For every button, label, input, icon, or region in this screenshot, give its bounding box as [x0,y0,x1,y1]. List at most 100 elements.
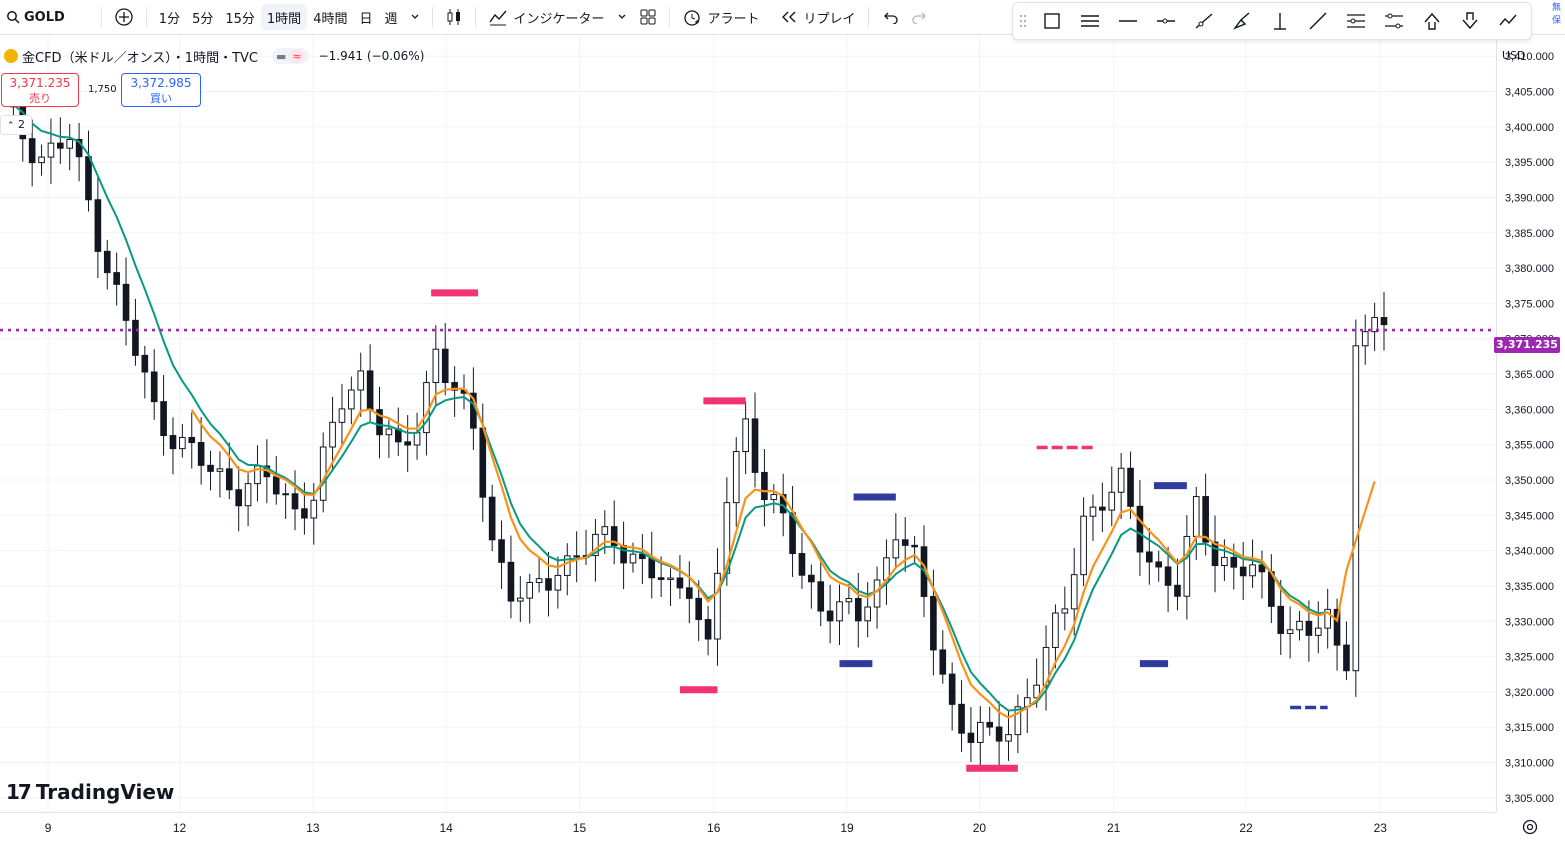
horizontal-line-tool[interactable] [1109,4,1147,38]
candle-body [150,371,158,403]
indicators-button[interactable]: インジケーター [482,4,611,30]
gold-symbol-icon [4,49,18,63]
candle-body [413,432,421,446]
candle-body [845,598,853,603]
undo-button[interactable] [875,4,905,30]
vertical-line-tool[interactable] [1261,4,1299,38]
settings-gear-icon[interactable] [1520,817,1540,837]
price-range-tool[interactable] [1375,4,1413,38]
candle-body [639,553,646,560]
candle-body [573,555,580,558]
indicators-label: インジケーター [513,11,605,27]
time-axis[interactable]: 9 12 13 14 15 16 19 20 21 22 23 [0,812,1496,844]
redo-icon [911,12,926,24]
candle-body [1005,734,1012,742]
account-corner[interactable]: 無保 [1552,3,1562,26]
candle-body [272,476,280,495]
collapse-legend-button[interactable]: ⌃ 2 [0,115,32,135]
compare-button[interactable] [108,4,140,30]
candle-body [610,526,618,547]
alarm-clock-icon [683,10,700,26]
legend-title[interactable]: 金CFD（米ドル／オンス）・1時間・TVC [22,50,258,66]
candle-body [57,142,64,149]
replay-button[interactable]: リプレイ [774,4,862,30]
layouts-button[interactable] [633,4,663,30]
candle [235,466,243,532]
arrow-down-tool[interactable] [1451,4,1489,38]
chart-legend: 金CFD（米ドル／オンス）・1時間・TVC ▬ ≈ −1.941 (−0.06%… [0,44,424,68]
candle [432,325,440,407]
legend-pill[interactable]: ▬ ≈ [272,48,309,64]
candle-body [207,464,214,472]
price-tick-label: 3,310.000 [1505,758,1554,770]
indicators-dropdown[interactable] [611,4,633,30]
candle [413,412,421,460]
chevron-down-icon [411,14,418,19]
interval-dropdown[interactable] [404,4,426,30]
interval-1h[interactable]: 1時間 [260,4,308,30]
candle-body [714,572,721,640]
undo-icon [883,12,898,24]
candle-body [1221,556,1228,567]
candle-body [94,199,102,252]
redo-button[interactable] [905,4,935,30]
path-tool[interactable] [1489,4,1527,38]
candle [1268,554,1275,623]
candle [1202,473,1209,556]
candle-body [179,436,186,450]
candle [376,386,383,459]
candle-body [1033,684,1040,699]
watermark-text: TradingView [35,780,175,804]
candle [1296,611,1303,641]
brush-tool[interactable] [1223,4,1261,38]
divider [668,7,670,27]
candle [1249,539,1256,588]
buy-button[interactable]: 3,372.985 買い [121,73,201,107]
candle-body [1277,605,1285,634]
horizontal-ray-icon [1157,18,1175,24]
trend-line-tool[interactable] [1185,4,1223,38]
candle [28,119,36,187]
candle [582,529,590,565]
buy-price: 3,372.985 [130,76,192,90]
price-tick-label: 3,350.000 [1505,475,1554,487]
candle-body [742,418,749,453]
candle [873,566,881,629]
fib-tool[interactable] [1337,4,1375,38]
arrow-up-tool[interactable] [1413,4,1451,38]
drag-handle[interactable] [1013,4,1033,38]
parallel-lines-tool[interactable] [1071,4,1109,38]
candle-body [479,427,487,498]
candle [845,583,853,615]
tradingview-watermark[interactable]: 17 TradingView [6,780,174,804]
symbol-search[interactable]: GOLD [0,4,71,30]
interval-5m[interactable]: 5分 [192,11,214,27]
chart-type-button[interactable] [439,4,469,30]
alert-button[interactable]: アラート [676,4,766,30]
candle [1192,486,1200,561]
candle [610,500,618,565]
candle-body [1380,317,1388,326]
sell-button[interactable]: 3,371.235 売り [1,73,79,107]
candle [1089,494,1097,541]
price-tick-label: 3,355.000 [1505,440,1554,452]
interval-day[interactable]: 日 [359,11,373,27]
candle [85,130,92,212]
interval-15m[interactable]: 15分 [225,11,255,27]
candle-body [160,401,167,437]
fib-icon [1347,14,1365,28]
horizontal-ray-tool[interactable] [1147,4,1185,38]
interval-week[interactable]: 週 [384,11,398,27]
currency-label[interactable]: USD [1502,49,1526,62]
candle-body [385,428,393,436]
interval-1m[interactable]: 1分 [158,11,181,27]
price-tick-label: 3,345.000 [1505,510,1554,522]
price-chart[interactable] [0,35,1496,812]
candle-body [103,250,111,274]
line-tool[interactable] [1299,4,1337,38]
rectangle-tool[interactable] [1033,4,1071,38]
candle-body [948,673,956,705]
price-axis[interactable]: 3,305.000 3,310.000 3,315.000 3,320.000 3,32… [1496,35,1565,812]
interval-4h[interactable]: 4時間 [313,11,348,27]
candle-body [1371,317,1378,333]
